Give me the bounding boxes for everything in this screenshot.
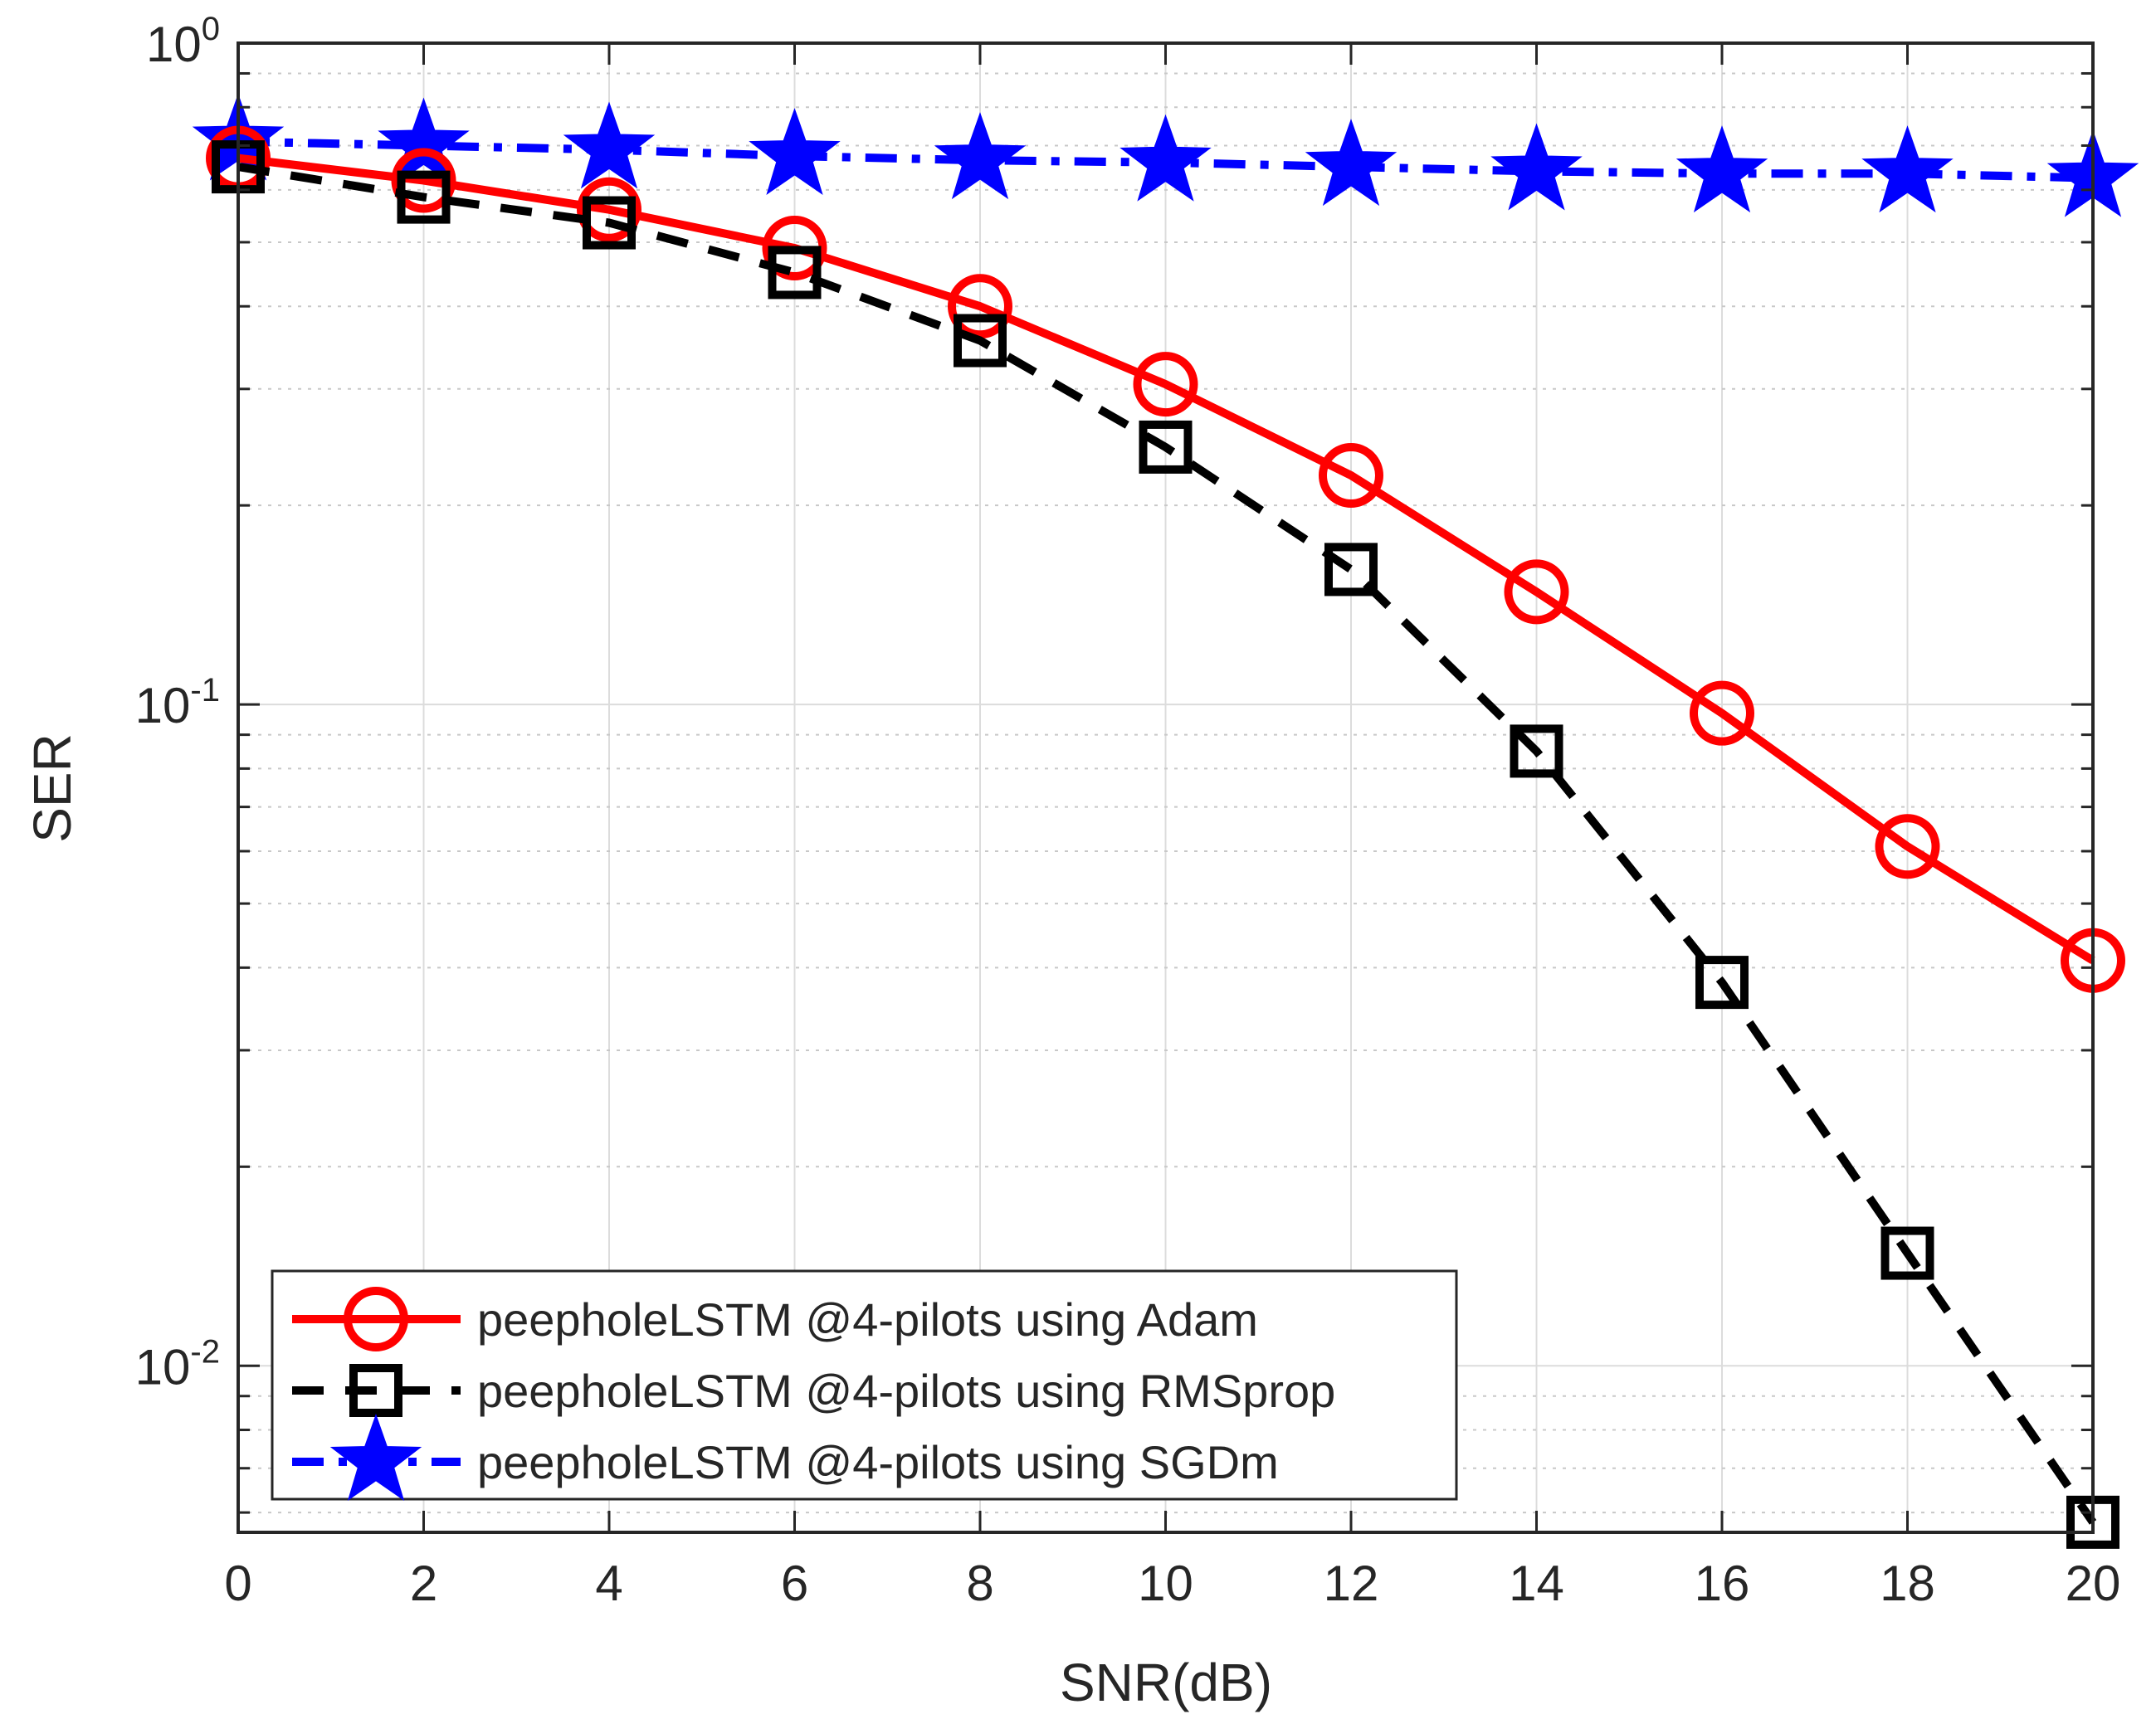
square-marker (954, 314, 1007, 368)
x-tick-label: 6 (781, 1556, 808, 1611)
star-marker (329, 1413, 422, 1501)
legend-label: peepholeLSTM @4-pilots using RMSprop (477, 1365, 1335, 1417)
star-marker (934, 112, 1027, 200)
star-marker (378, 97, 470, 185)
square-marker (1139, 420, 1193, 474)
circle-marker (1133, 352, 1198, 417)
square-marker (1324, 543, 1378, 597)
square-marker (1880, 1226, 1934, 1280)
circle-marker (1504, 559, 1569, 625)
square-marker (1510, 724, 1563, 778)
y-tick-base: 10 (135, 1339, 191, 1395)
x-tick-label: 4 (595, 1556, 622, 1611)
series-line (237, 153, 2095, 965)
series-line (237, 163, 2097, 1525)
x-tick-label: 16 (1695, 1556, 1750, 1611)
circle-marker (391, 148, 456, 213)
circle-marker (762, 215, 827, 280)
square-marker (1695, 956, 1749, 1010)
square-marker (349, 1364, 402, 1417)
x-tick-label: 10 (1138, 1556, 1193, 1611)
x-tick-label: 18 (1880, 1556, 1935, 1611)
star-marker (749, 108, 841, 195)
circle-marker (1875, 814, 1940, 879)
x-tick-label: 8 (966, 1556, 993, 1611)
y-tick-label: 100 (146, 11, 220, 72)
legend: peepholeLSTM @4-pilots using Adam peephol… (271, 1269, 1458, 1501)
star-marker (1676, 125, 1768, 213)
star-marker (563, 101, 656, 189)
star-marker (1305, 119, 1397, 207)
x-tick-label: 12 (1324, 1556, 1379, 1611)
legend-box (271, 1269, 1458, 1501)
square-marker (768, 246, 822, 299)
y-tick-base: 10 (135, 678, 191, 733)
x-tick-label: 20 (2066, 1556, 2121, 1611)
y-tick-label: 10-1 (135, 672, 220, 733)
circle-marker (1319, 443, 1383, 509)
y-tick-exponent: -2 (190, 1333, 220, 1370)
x-tick-label: 0 (224, 1556, 251, 1611)
x-tick-label: 14 (1509, 1556, 1564, 1611)
star-marker (1490, 123, 1583, 211)
y-axis-label: SER (22, 733, 82, 843)
y-tick-exponent: 0 (202, 11, 220, 47)
circle-marker (577, 177, 641, 242)
legend-label: peepholeLSTM @4-pilots using SGDm (477, 1436, 1279, 1488)
x-tick-label: 2 (410, 1556, 437, 1611)
y-tick-label: 10-2 (135, 1333, 220, 1395)
star-marker (1119, 114, 1212, 202)
star-marker (1861, 125, 1954, 213)
y-tick-exponent: -1 (190, 672, 220, 709)
y-tick-base: 10 (146, 17, 202, 72)
circle-marker (948, 274, 1012, 339)
square-marker (583, 196, 636, 250)
legend-label: peepholeLSTM @4-pilots using Adam (477, 1293, 1258, 1346)
circle-marker (1690, 680, 1754, 746)
square-marker (397, 170, 451, 224)
x-axis-label: SNR(dB) (1060, 1653, 1272, 1712)
circle-marker (344, 1287, 408, 1351)
